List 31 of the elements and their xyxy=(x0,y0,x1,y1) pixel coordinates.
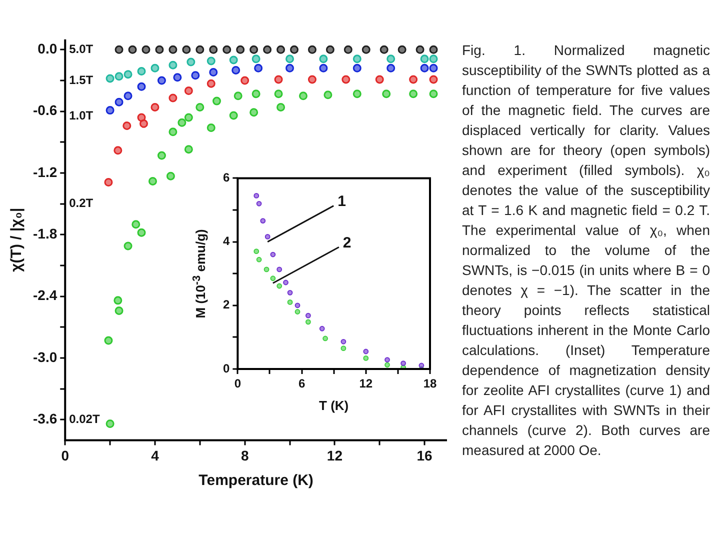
x-tick-label: 16 xyxy=(416,447,433,464)
y-tick-label: -0.6 xyxy=(33,102,58,118)
x-tick-label: 12 xyxy=(326,447,343,464)
annotation: 1.5T xyxy=(69,72,94,87)
annotation: 5.0T xyxy=(69,42,94,56)
annotation: 1.0T xyxy=(69,108,94,123)
x-tick-label: 12 xyxy=(359,376,373,391)
annotation: 0.02T xyxy=(69,412,100,426)
x-tick-label: 18 xyxy=(423,376,437,391)
y-tick-label: -1.8 xyxy=(33,226,58,242)
x-tick-label: 4 xyxy=(151,447,160,464)
x-axis-title: T (K) xyxy=(319,398,349,413)
annotation: 2 xyxy=(342,234,352,252)
annotation: 1 xyxy=(338,192,346,210)
text: Fig. 1. Normalized magnetic susceptibility of the SWNTs plotted as a function of temperature for five values of the magnetic field. The curves are displaced vertically for clarity. Values shown are for theory (open symbols) and experiment (filled symbols). χ₀ denotes the value of the susceptibility at T = 1.6 K and magnetic field = 0.2 T. The experimental value of χ₀, when normalized to the volume of the SWNTs, is −0.015 (in units where B = 0 denotes χ = −1). The scatter in the theory points reflects statistical fluctuations inherent in the Monte Carlo calculations. (Inset) Temperature dependence of magnetization density for zeolite AFI crystallites (curve 1) and for AFI crystallites with SWNTs in their channels (curve 2). Both curves are measured at 2000 Oe. xyxy=(462,42,710,458)
annotation: 0.2T xyxy=(69,196,94,210)
y-tick-label: -2.4 xyxy=(33,287,58,304)
y-tick-label: 6 xyxy=(222,170,230,185)
y-tick-label: 0.0 xyxy=(38,40,58,57)
y-tick-label: -3.6 xyxy=(33,410,58,427)
y-tick-label: 4 xyxy=(222,234,230,248)
x-tick-label: 8 xyxy=(240,447,249,464)
y-tick-label: 2 xyxy=(222,298,230,312)
y-axis-title: χ(T) / |χ₀| xyxy=(8,208,26,272)
x-tick-label: 0 xyxy=(61,447,70,464)
x-tick-label: 0 xyxy=(234,376,242,391)
y-tick-label: 0 xyxy=(222,361,230,376)
x-tick-label: 6 xyxy=(298,376,306,391)
y-tick-label: -3.0 xyxy=(33,348,58,365)
y-tick-label: -1.2 xyxy=(33,164,58,180)
x-axis-title: Temperature (K) xyxy=(198,472,314,490)
